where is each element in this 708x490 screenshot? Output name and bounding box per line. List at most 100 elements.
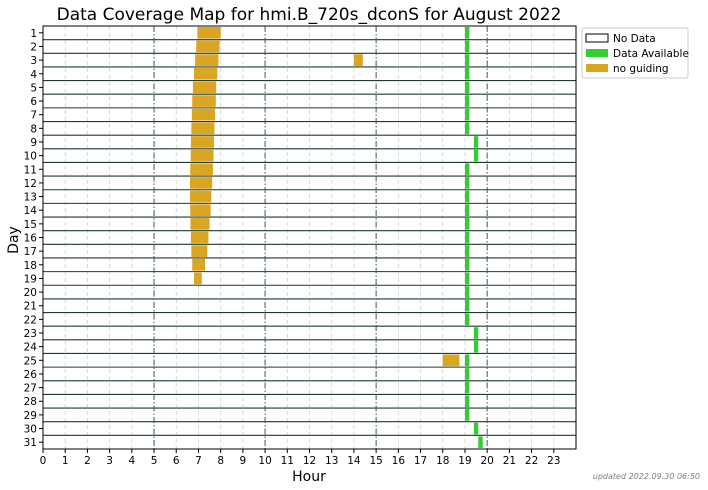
data-available-segment — [464, 313, 470, 326]
x-tick-label: 9 — [240, 455, 247, 467]
x-tick-label: 10 — [258, 455, 271, 467]
x-tick-label: 4 — [128, 455, 135, 467]
data-available-segment — [464, 381, 470, 394]
no-guiding-segment — [194, 67, 218, 80]
legend-label: Data Available — [613, 48, 689, 60]
no-guiding-segment — [194, 272, 202, 285]
x-tick-label: 16 — [392, 455, 406, 467]
x-tick-label: 7 — [195, 455, 202, 467]
y-axis-label: Day — [6, 226, 22, 254]
y-tick-label: 24 — [24, 342, 38, 354]
no-guiding-segment — [442, 354, 460, 367]
y-tick-label: 6 — [30, 96, 37, 108]
no-guiding-segment — [190, 231, 209, 244]
data-available-segment — [464, 395, 470, 408]
data-available-segment — [473, 149, 479, 162]
no-guiding-segment — [192, 81, 217, 94]
data-available-segment — [464, 190, 470, 203]
legend-swatch — [586, 64, 608, 72]
y-tick-label: 13 — [24, 192, 37, 204]
y-tick-label: 27 — [24, 383, 37, 395]
data-available-segment — [473, 327, 479, 339]
y-tick-label: 14 — [24, 205, 38, 217]
y-tick-label: 25 — [24, 355, 37, 367]
data-available-segment — [464, 108, 470, 121]
data-available-segment — [473, 136, 479, 148]
x-tick-label: 12 — [303, 455, 316, 467]
y-tick-label: 7 — [30, 110, 37, 122]
data-available-segment — [464, 67, 470, 80]
x-tick-label: 23 — [547, 455, 560, 467]
x-tick-label: 5 — [151, 455, 158, 467]
no-guiding-segment — [191, 245, 208, 257]
data-available-segment — [464, 231, 470, 244]
data-available-segment — [464, 409, 470, 421]
data-available-segment — [464, 245, 470, 257]
data-available-segment — [478, 436, 483, 448]
x-tick-label: 19 — [458, 455, 471, 467]
x-tick-label: 15 — [369, 455, 382, 467]
x-tick-label: 14 — [347, 455, 361, 467]
y-tick-label: 10 — [24, 151, 37, 163]
x-tick-label: 13 — [325, 455, 338, 467]
data-available-segment — [464, 299, 470, 312]
y-tick-label: 2 — [30, 41, 37, 53]
x-tick-label: 8 — [217, 455, 224, 467]
no-guiding-segment — [190, 177, 213, 189]
y-tick-label: 23 — [24, 328, 37, 340]
x-tick-label: 11 — [281, 455, 294, 467]
y-tick-label: 28 — [24, 396, 37, 408]
no-guiding-segment — [190, 136, 215, 148]
data-available-segment — [464, 258, 470, 271]
data-available-segment — [464, 122, 470, 135]
x-tick-label: 0 — [40, 455, 47, 467]
x-tick-label: 1 — [62, 455, 69, 467]
y-tick-label: 3 — [30, 55, 37, 67]
y-tick-label: 21 — [24, 301, 37, 313]
x-tick-label: 6 — [173, 455, 180, 467]
data-available-segment — [464, 272, 470, 285]
data-available-segment — [464, 81, 470, 94]
x-tick-label: 21 — [503, 455, 516, 467]
no-guiding-segment — [195, 54, 219, 66]
no-guiding-segment — [192, 258, 206, 271]
data-available-segment — [464, 177, 470, 189]
y-tick-label: 5 — [30, 82, 37, 94]
x-tick-label: 17 — [414, 455, 427, 467]
y-tick-label: 16 — [24, 233, 38, 245]
data-available-segment — [473, 340, 479, 353]
no-guiding-segment — [196, 40, 220, 53]
data-available-segment — [464, 40, 470, 53]
no-guiding-segment — [190, 218, 210, 230]
y-tick-label: 26 — [24, 369, 38, 381]
data-available-segment — [464, 54, 470, 66]
x-tick-label: 3 — [106, 455, 113, 467]
y-tick-label: 1 — [30, 28, 37, 40]
y-tick-label: 8 — [30, 123, 37, 135]
x-tick-label: 18 — [436, 455, 449, 467]
legend-swatch — [586, 49, 608, 57]
no-guiding-segment — [190, 190, 212, 203]
y-tick-label: 31 — [24, 437, 37, 449]
data-available-segment — [464, 163, 470, 176]
y-tick-label: 17 — [24, 246, 37, 258]
no-guiding-segment — [192, 95, 216, 107]
x-tick-label: 2 — [84, 455, 91, 467]
y-tick-label: 15 — [24, 219, 37, 231]
no-guiding-segment — [197, 27, 221, 39]
no-guiding-segment — [190, 163, 213, 176]
no-guiding-segment — [191, 122, 215, 135]
legend-swatch — [585, 33, 609, 43]
y-tick-label: 4 — [30, 69, 37, 81]
y-tick-label: 30 — [24, 424, 37, 436]
legend: No Data Data Available no guiding — [581, 27, 689, 79]
y-tick-label: 19 — [24, 273, 37, 285]
y-tick-label: 11 — [24, 164, 37, 176]
legend-label: No Data — [613, 33, 656, 45]
y-tick-label: 12 — [24, 178, 37, 190]
x-tick-label: 20 — [480, 455, 493, 467]
data-available-segment — [464, 286, 470, 298]
data-available-segment — [464, 218, 470, 230]
no-guiding-segment — [191, 108, 216, 121]
